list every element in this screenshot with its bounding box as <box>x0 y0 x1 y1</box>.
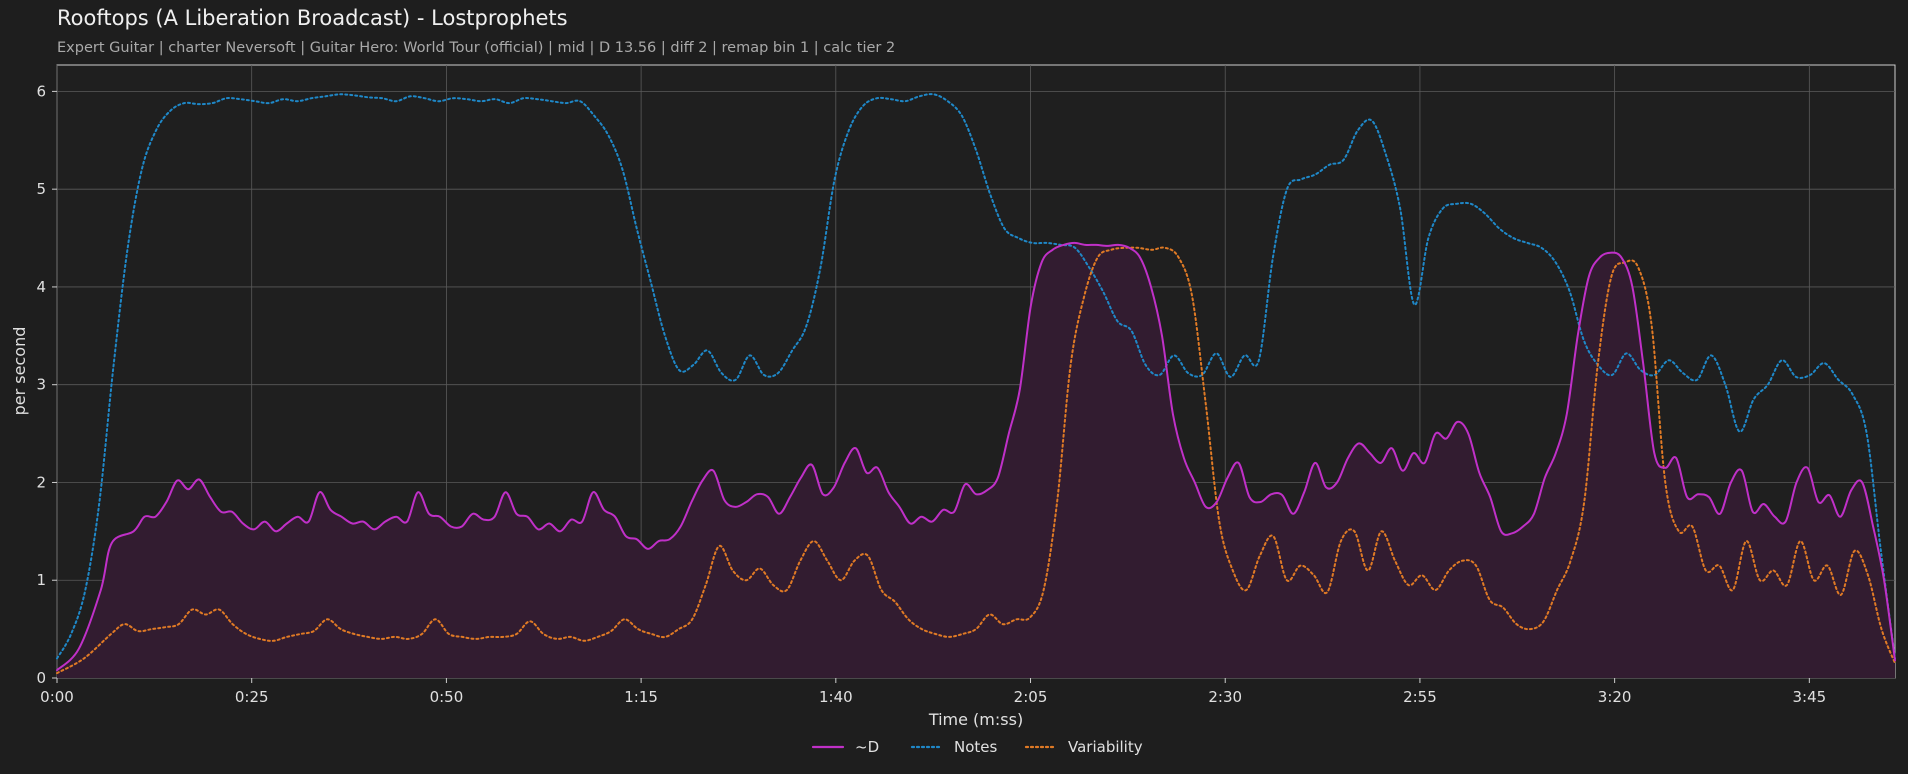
x-tick-label: 3:45 <box>1792 688 1826 706</box>
x-tick-label: 0:50 <box>430 688 464 706</box>
chart-subtitle: Expert Guitar | charter Neversoft | Guit… <box>57 40 896 56</box>
series-layer <box>56 93 1896 678</box>
y-tick-label: 4 <box>36 278 46 296</box>
series-fill-d <box>57 242 1895 678</box>
x-tick-label: 3:20 <box>1598 688 1632 706</box>
x-tick-label: 1:40 <box>819 688 853 706</box>
x-axis-label: Time (m:ss) <box>928 710 1023 729</box>
legend-label: Notes <box>954 738 998 756</box>
series-line-variability <box>56 246 1896 675</box>
series-line-notes <box>56 93 1896 660</box>
x-axis-ticks: 0:00 0:25 0:50 1:15 1:40 2:05 2:30 2:55 3:20 3:45 <box>40 678 1826 706</box>
y-tick-label: 5 <box>36 180 46 198</box>
legend-label: ~D <box>855 738 879 756</box>
x-tick-label: 2:30 <box>1208 688 1242 706</box>
legend-label: Variability <box>1068 738 1143 756</box>
x-tick-label: 1:15 <box>624 688 658 706</box>
y-tick-label: 1 <box>36 571 46 589</box>
x-tick-label: 2:55 <box>1403 688 1437 706</box>
legend: ~D Notes Variability <box>811 738 1143 756</box>
chart-title: Rooftops (A Liberation Broadcast) - Lost… <box>57 6 568 30</box>
y-tick-label: 2 <box>36 473 46 491</box>
y-tick-label: 6 <box>36 82 46 100</box>
x-tick-label: 2:05 <box>1014 688 1048 706</box>
x-tick-label: 0:00 <box>40 688 74 706</box>
y-tick-label: 0 <box>36 669 46 687</box>
series-line-d <box>56 241 1896 672</box>
y-tick-label: 3 <box>36 376 46 394</box>
y-axis-ticks: 0 1 2 3 4 5 6 <box>36 82 57 687</box>
y-axis-label: per second <box>10 327 29 416</box>
x-tick-label: 0:25 <box>235 688 269 706</box>
